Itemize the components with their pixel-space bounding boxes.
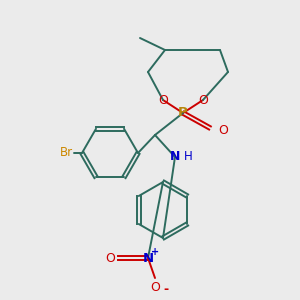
Text: N: N bbox=[142, 251, 154, 265]
Text: O: O bbox=[105, 251, 115, 265]
Text: N: N bbox=[170, 151, 180, 164]
Text: O: O bbox=[158, 94, 168, 106]
Text: O: O bbox=[198, 94, 208, 106]
Text: Br: Br bbox=[60, 146, 73, 160]
Text: -: - bbox=[163, 283, 168, 296]
Text: +: + bbox=[151, 247, 159, 257]
Text: H: H bbox=[184, 151, 193, 164]
Text: O: O bbox=[150, 281, 160, 294]
Text: O: O bbox=[218, 124, 228, 136]
Text: P: P bbox=[178, 106, 188, 119]
